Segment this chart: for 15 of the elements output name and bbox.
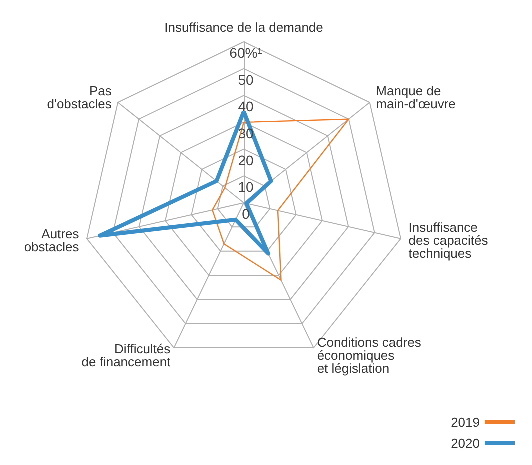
spoke-label: Manque de main-d'œuvre: [376, 84, 456, 112]
spoke-label: Insuffisance des capacités techniques: [408, 220, 489, 262]
spoke-label: Insuffisance de la demande: [164, 20, 324, 35]
legend-label: 2019: [451, 415, 480, 430]
y-tick-label: 50: [238, 72, 254, 88]
legend-label: 2020: [451, 436, 480, 451]
y-tick-label: 0: [242, 206, 250, 222]
y-tick-label: 20: [238, 152, 254, 168]
spoke-label: Autres obstacles: [24, 226, 80, 255]
spoke-label: Difficultés de financement: [82, 341, 172, 370]
y-tick-label: 10: [238, 179, 254, 196]
spoke-label: Conditions cadres économiques et législation: [317, 334, 422, 376]
y-tick-label: 60%¹: [230, 45, 263, 61]
spoke-label: Pas d'obstacles: [47, 84, 112, 112]
y-tick-label: 40: [238, 98, 254, 115]
